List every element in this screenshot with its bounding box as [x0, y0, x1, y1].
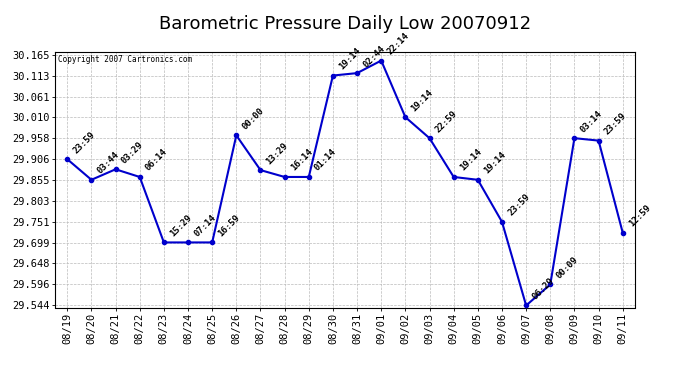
Text: 19:14: 19:14	[337, 46, 362, 71]
Text: Barometric Pressure Daily Low 20070912: Barometric Pressure Daily Low 20070912	[159, 15, 531, 33]
Text: 00:00: 00:00	[241, 106, 266, 131]
Text: 16:14: 16:14	[289, 147, 314, 173]
Text: 22:14: 22:14	[386, 31, 411, 56]
Text: 23:59: 23:59	[603, 111, 628, 136]
Text: 00:09: 00:09	[555, 255, 580, 280]
Text: 03:14: 03:14	[579, 109, 604, 134]
Text: 01:14: 01:14	[313, 147, 338, 173]
Text: 19:14: 19:14	[410, 88, 435, 113]
Text: 03:29: 03:29	[120, 140, 145, 165]
Text: 15:29: 15:29	[168, 213, 193, 238]
Text: 19:14: 19:14	[482, 150, 507, 176]
Text: 02:44: 02:44	[362, 44, 386, 69]
Text: 13:29: 13:29	[265, 141, 290, 166]
Text: 23:59: 23:59	[72, 130, 97, 155]
Text: 03:44: 03:44	[96, 150, 121, 176]
Text: 23:59: 23:59	[506, 192, 531, 217]
Text: 06:14: 06:14	[144, 147, 169, 173]
Text: 22:59: 22:59	[434, 109, 459, 134]
Text: 12:59: 12:59	[627, 203, 652, 229]
Text: 07:14: 07:14	[193, 213, 217, 238]
Text: 16:59: 16:59	[217, 213, 241, 238]
Text: 19:14: 19:14	[458, 147, 483, 173]
Text: Copyright 2007 Cartronics.com: Copyright 2007 Cartronics.com	[58, 55, 193, 64]
Text: 06:29: 06:29	[531, 276, 555, 302]
